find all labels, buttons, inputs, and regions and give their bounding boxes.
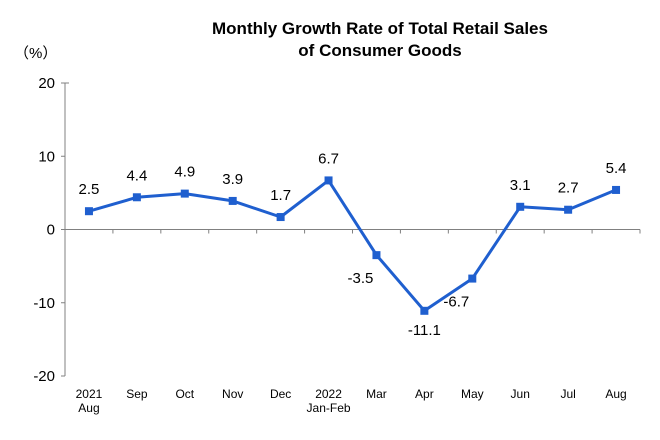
data-label: 2.7: [558, 180, 579, 197]
x-tick-label: Sep: [126, 387, 148, 401]
data-label: -6.7: [443, 294, 469, 311]
x-tick-label: Aug: [78, 401, 99, 415]
y-tick-label: 20: [38, 75, 55, 92]
data-label: 4.9: [174, 164, 195, 181]
data-label: -3.5: [348, 270, 374, 287]
data-label: 6.7: [318, 150, 339, 167]
series-line: [84, 176, 621, 315]
series-polyline: [88, 178, 617, 313]
x-tick-label: Aug: [605, 387, 626, 401]
x-tick-label: Jun: [511, 387, 530, 401]
x-tick-label: Dec: [270, 387, 291, 401]
data-point-marker: [468, 274, 477, 283]
data-point-marker: [276, 213, 285, 222]
x-tick-label: 2021: [76, 387, 103, 401]
data-point-marker: [324, 176, 333, 185]
y-tick-label: -10: [33, 295, 55, 312]
chart-title: Monthly Growth Rate of Total Retail Sale…: [0, 18, 660, 62]
data-point-marker: [180, 189, 189, 198]
data-point-marker: [516, 202, 525, 211]
x-tick-label: Jul: [560, 387, 575, 401]
data-label: 5.4: [606, 160, 627, 177]
x-tick-label: Jan-Feb: [307, 401, 351, 415]
data-labels: 2.5 4.4 4.9 3.9 1.7 6.7 -3.5 -11.1-6.7 3.1 2.7 5.4: [79, 150, 627, 338]
data-label: 3.9: [222, 171, 243, 188]
data-label: -11.1: [408, 322, 441, 339]
data-point-marker: [612, 185, 621, 194]
data-label: 4.4: [126, 167, 147, 184]
x-tick-label: Mar: [366, 387, 387, 401]
x-tick-label: Oct: [175, 387, 194, 401]
y-tick-label: 10: [38, 148, 55, 165]
data-label: 1.7: [270, 187, 291, 204]
data-point-marker: [564, 205, 573, 214]
data-point-marker: [132, 193, 141, 202]
x-tick-label: Apr: [415, 387, 434, 401]
x-tick-label: Nov: [222, 387, 243, 401]
data-point-marker: [228, 196, 237, 205]
x-tick-label: 2022: [315, 387, 342, 401]
y-tick-label: -20: [33, 368, 55, 385]
y-tick-label: 0: [47, 222, 55, 239]
data-point-marker: [372, 251, 381, 260]
x-tick-label: May: [461, 387, 484, 401]
y-unit-label: （%）: [14, 45, 57, 62]
chart-title-line-1: Monthly Growth Rate of Total Retail Sale…: [212, 19, 548, 38]
data-label: 2.5: [79, 181, 100, 198]
data-label: 3.1: [510, 177, 531, 194]
chart-title-line-2: of Consumer Goods: [298, 41, 462, 60]
data-point-marker: [84, 207, 93, 216]
data-point-marker: [420, 306, 429, 315]
